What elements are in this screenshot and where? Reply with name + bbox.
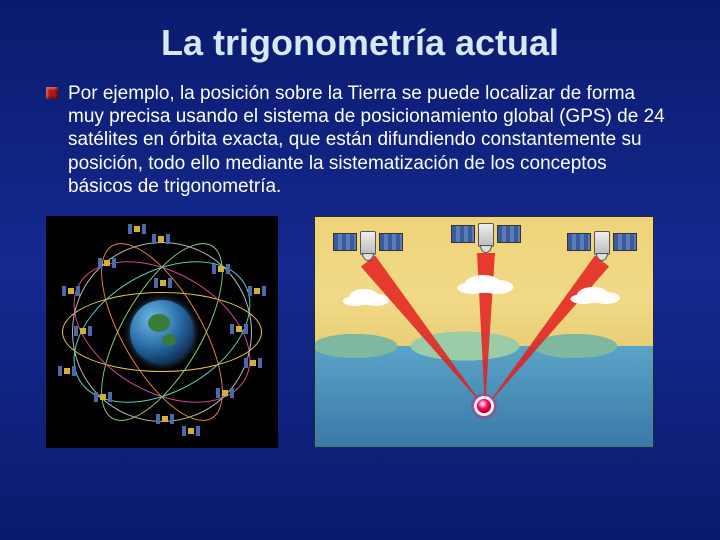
satellite-icon — [154, 234, 168, 244]
satellite-icon — [64, 286, 78, 296]
slide-title: La trigonometría actual — [0, 0, 720, 82]
slide-body-container: Por ejemplo, la posición sobre la Tierra… — [0, 82, 720, 198]
satellite-icon — [76, 326, 90, 336]
figure-gps-positioning — [314, 216, 654, 448]
satellite-icon — [567, 223, 637, 267]
cloud-icon — [465, 275, 501, 293]
cloud-icon — [349, 289, 379, 305]
satellite-icon — [100, 258, 114, 268]
signal-beam — [485, 255, 609, 408]
satellite-icon — [214, 264, 228, 274]
bullet-item: Por ejemplo, la posición sobre la Tierra… — [46, 82, 674, 198]
slide-body-text: Por ejemplo, la posición sobre la Tierra… — [68, 82, 674, 198]
bullet-icon — [46, 87, 58, 99]
figure-gps-constellation — [46, 216, 278, 448]
satellite-icon — [232, 324, 246, 334]
satellite-icon — [451, 216, 521, 259]
signal-beam — [361, 255, 485, 408]
satellite-icon — [130, 224, 144, 234]
satellite-icon — [158, 414, 172, 424]
satellite-icon — [333, 223, 403, 267]
gps-receiver-icon — [477, 399, 491, 413]
satellite-icon — [156, 278, 170, 288]
cloud-icon — [577, 287, 609, 303]
satellite-icon — [96, 392, 110, 402]
satellite-icon — [60, 366, 74, 376]
figures-row — [0, 198, 720, 448]
satellite-icon — [218, 388, 232, 398]
satellite-icon — [246, 358, 260, 368]
satellite-icon — [184, 426, 198, 436]
satellite-icon — [250, 286, 264, 296]
